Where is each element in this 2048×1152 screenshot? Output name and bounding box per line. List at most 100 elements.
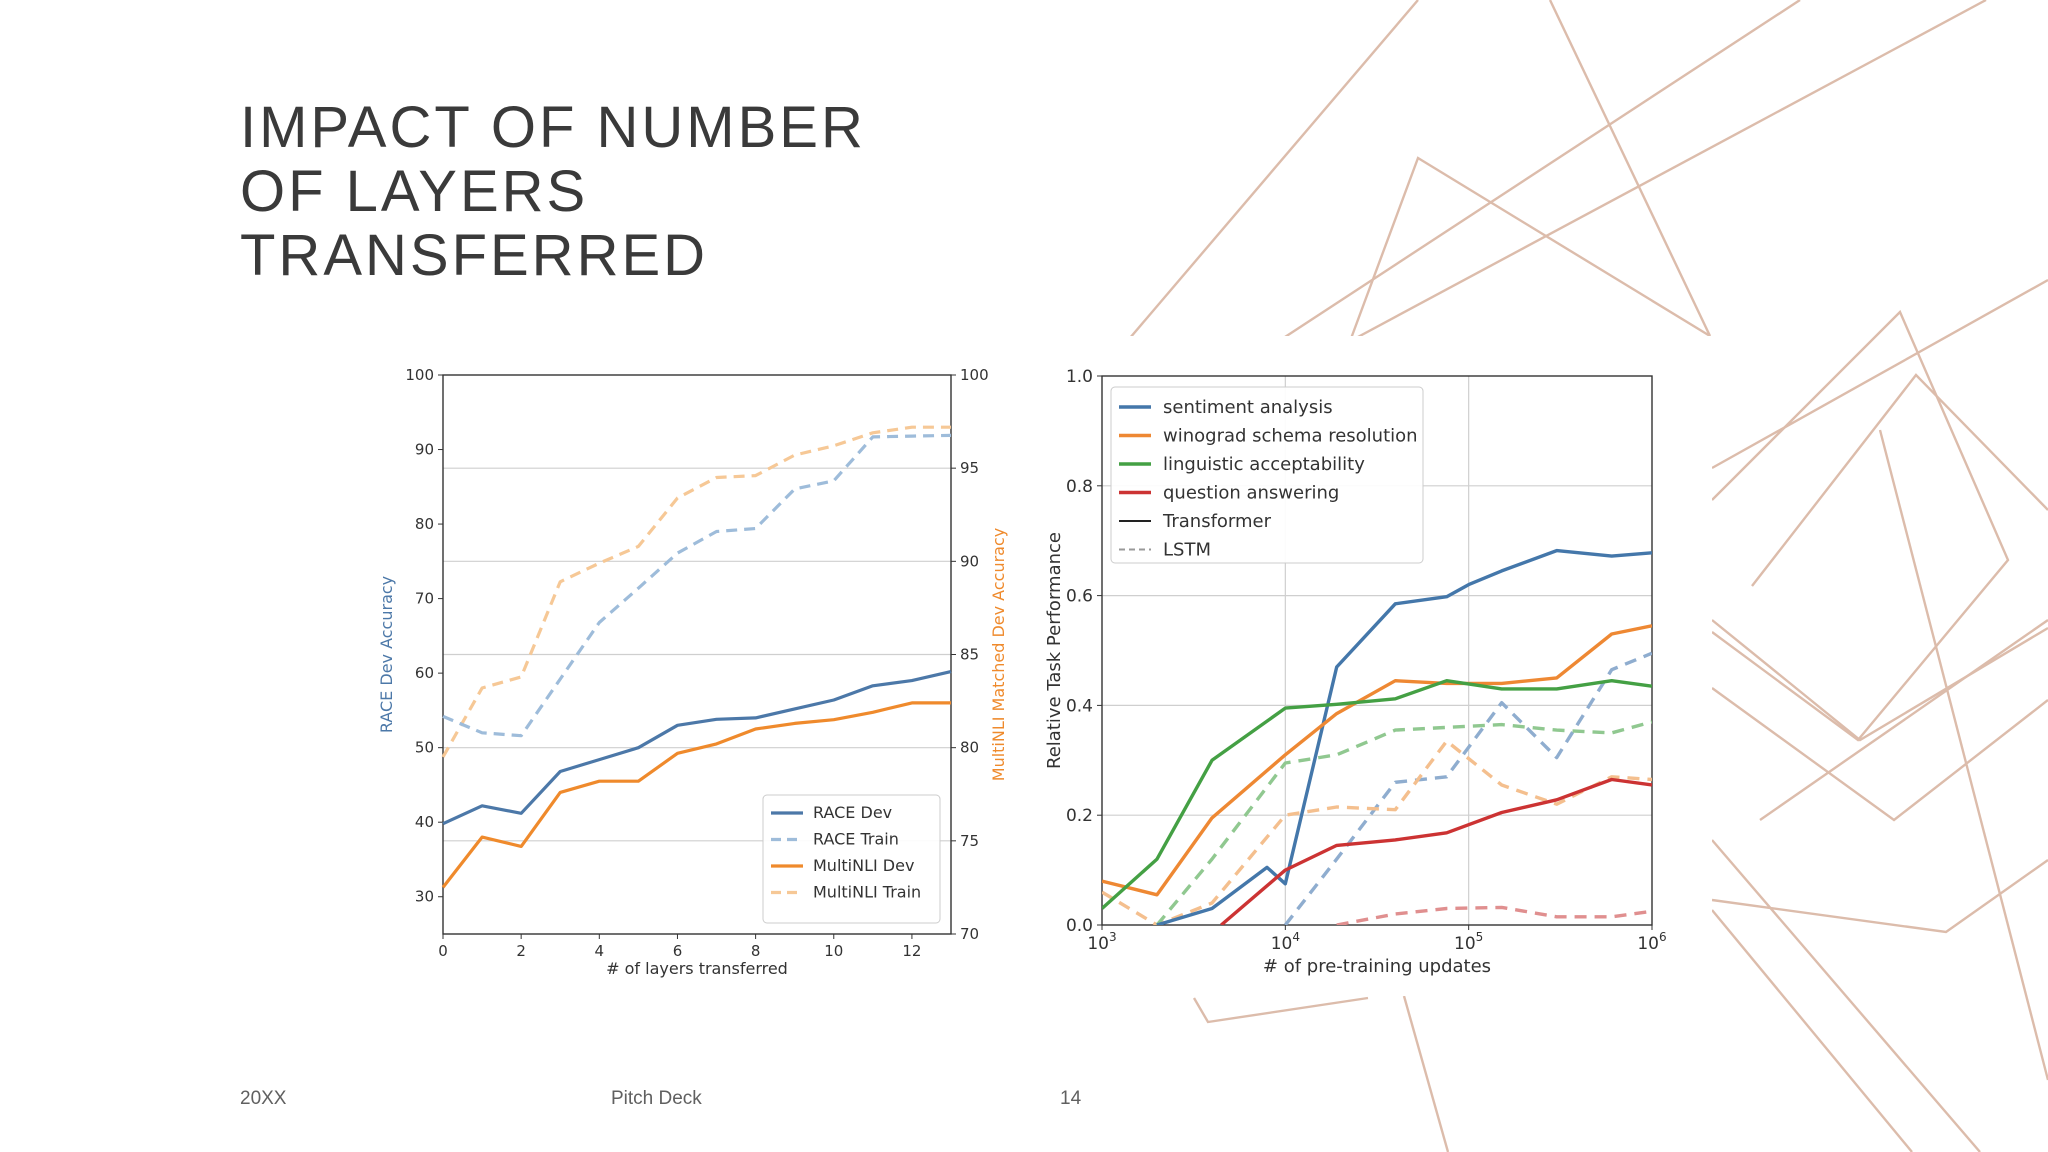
legend-label: question answering	[1163, 483, 1339, 504]
deco-line-d	[1548, 0, 1712, 337]
legend-label: MultiNLI Train	[813, 883, 921, 902]
legend-box	[1110, 386, 1424, 564]
legend-label: LSTM	[1163, 540, 1211, 561]
series-line-multinli-train	[441, 425, 951, 758]
y-tick-label: 0.2	[1066, 806, 1093, 826]
y-tick-label: 0.4	[1066, 696, 1093, 716]
legend-label: Transformer	[1162, 511, 1272, 532]
legend-label: RACE Train	[813, 830, 899, 849]
y-tick-label: 0.0	[1066, 916, 1093, 936]
x-tick-label: 10	[824, 942, 843, 960]
y-left-tick-label: 30	[415, 888, 434, 906]
x-tick-exponent: 4	[1292, 930, 1300, 944]
footer-deck-name: Pitch Deck	[611, 1088, 702, 1109]
legend-box	[762, 794, 941, 924]
x-tick-label: 2	[516, 942, 526, 960]
deco-line-e	[1344, 156, 1711, 353]
x-tick-label: 8	[751, 942, 761, 960]
legend-label: MultiNLI Dev	[813, 856, 914, 875]
x-axis-label: # of layers transferred	[606, 959, 788, 978]
deco-line-b	[1261, 0, 1801, 354]
y-left-axis-label: RACE Dev Accuracy	[377, 576, 396, 733]
deco-line-i	[1711, 619, 2048, 742]
x-tick-base: 10	[1271, 934, 1293, 954]
y-right-tick-label: 90	[960, 552, 979, 570]
plot-frame	[1101, 375, 1653, 926]
series-line-question-answering-transformer	[1220, 777, 1652, 925]
pretraining-updates-chart: 0.0 0.2 0.4 0.6 0.8 1.0 103 104 105 106 # of pre-t…	[1040, 336, 1712, 996]
slide-title-line-1: IMPACT OF NUMBER	[240, 95, 866, 160]
series-line-winograd-schema-resolution-transformer	[1102, 624, 1652, 897]
deco-line-k	[1711, 859, 2048, 934]
x-tick-exponent: 3	[1109, 930, 1117, 944]
x-tick-label: 4	[595, 942, 605, 960]
series-line-race-dev	[442, 670, 952, 826]
x-tick-label: 12	[902, 942, 921, 960]
y-tick-label: 1.0	[1066, 367, 1093, 387]
deco-line-p	[1402, 995, 1450, 1152]
deco-line-h	[1751, 373, 2048, 587]
series-group	[1102, 548, 1652, 925]
layers-transferred-chart-svg: 30 40 50 60 70 80 90 100 70 75 80 85 90 95 100 0 2 4 6 8 10 1…	[377, 366, 1008, 978]
x-tick-base: 10	[1454, 934, 1476, 954]
y-right-axis-label: MultiNLI Matched Dev Accuracy	[989, 528, 1008, 781]
legend-label: winograd schema resolution	[1163, 426, 1418, 447]
layers-transferred-chart: 30 40 50 60 70 80 90 100 70 75 80 85 90 95 100 0 2 4 6 8 10 1…	[368, 336, 1048, 996]
series-line-race-train	[442, 433, 952, 738]
y-right-tick-label: 100	[960, 366, 989, 384]
series-line-question-answering-lstm	[1336, 905, 1652, 925]
x-tick-exponent: 5	[1476, 930, 1484, 944]
x-tick-base: 10	[1637, 934, 1659, 954]
deco-line-n	[1759, 619, 2048, 821]
x-tick-exponent: 6	[1659, 930, 1667, 944]
y-tick-label: 0.8	[1066, 477, 1093, 497]
y-axis-label: Relative Task Performance	[1044, 532, 1065, 769]
deco-line-f	[1711, 278, 2048, 470]
deco-line-q	[1192, 996, 1369, 1024]
legend-label: linguistic acceptability	[1163, 454, 1365, 475]
y-left-tick-label: 60	[415, 664, 434, 682]
slide-title-line-3: TRANSFERRED	[240, 223, 709, 288]
deco-line-l	[1711, 839, 1981, 1152]
y-right-tick-label: 95	[960, 459, 979, 477]
series-line-sentiment-analysis-transformer	[1156, 548, 1652, 925]
deco-line-a	[1117, 0, 1419, 353]
series-line-sentiment-analysis-lstm	[1283, 651, 1652, 925]
y-left-tick-label: 70	[415, 590, 434, 608]
y-left-tick-label: 90	[415, 441, 434, 459]
y-left-tick-label: 100	[405, 366, 434, 384]
deco-line-o	[1878, 429, 2048, 1081]
footer-page-number: 14	[1060, 1088, 1082, 1109]
deco-line-j	[1711, 687, 2048, 822]
legend-label: sentiment analysis	[1163, 397, 1333, 418]
legend-label: RACE Dev	[813, 803, 892, 822]
deco-line-g	[1711, 309, 2010, 742]
y-right-tick-label: 75	[960, 832, 979, 850]
y-right-tick-label: 70	[960, 925, 979, 943]
series-line-linguistic-acceptability-lstm	[1155, 720, 1652, 925]
y-tick-label: 0.6	[1066, 587, 1093, 607]
y-right-tick-label: 80	[960, 739, 979, 757]
x-tick-label: 104	[1271, 930, 1300, 954]
footer-year: 20XX	[240, 1088, 287, 1109]
x-axis-label: # of pre-training updates	[1263, 956, 1491, 977]
x-tick-label: 0	[438, 942, 448, 960]
x-tick-label: 103	[1087, 930, 1116, 954]
series-line-linguistic-acceptability-transformer	[1102, 679, 1652, 910]
slide-title-line-2: OF LAYERS	[240, 159, 589, 224]
y-left-tick-label: 40	[415, 813, 434, 831]
x-tick-label: 106	[1637, 930, 1666, 954]
x-tick-base: 10	[1087, 934, 1109, 954]
y-left-tick-label: 80	[415, 515, 434, 533]
deco-line-m	[1711, 909, 1913, 1152]
y-left-tick-label: 50	[415, 739, 434, 757]
deco-line-c	[1329, 0, 1987, 354]
slide-title: IMPACT OF NUMBER OF LAYERS TRANSFERRED	[240, 96, 1000, 288]
x-tick-label: 6	[673, 942, 683, 960]
y-right-tick-label: 85	[960, 646, 979, 664]
series-line-multinli-dev	[441, 701, 951, 889]
series-line-winograd-schema-resolution-lstm	[1102, 739, 1652, 925]
x-tick-label: 105	[1454, 930, 1483, 954]
